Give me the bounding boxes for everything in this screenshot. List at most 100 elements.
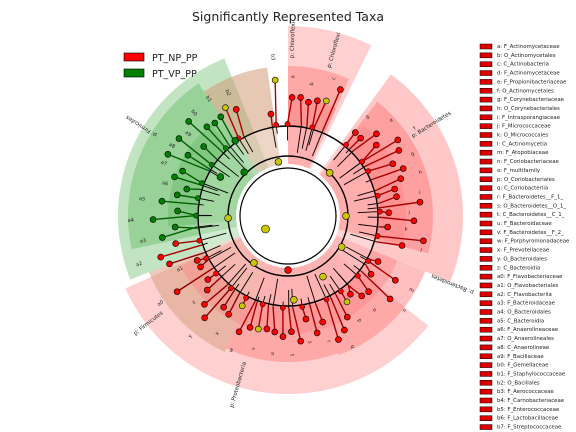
tree-edge: [343, 263, 359, 277]
taxa-key-label: t: C_Bacteroidetes__C_1_: [497, 212, 565, 218]
tree-edge: [365, 149, 400, 167]
taxa-key-swatch: [479, 415, 493, 421]
group-legend: PT_NP_PP PT_VP_PP: [123, 52, 198, 80]
node-letter-label: a6: [161, 180, 169, 187]
tree-edge: [345, 148, 351, 154]
tree-edge: [249, 302, 258, 328]
taxa-key-label: d: F_Actinomycetaceae: [497, 71, 560, 77]
tree-edge: [238, 301, 256, 333]
taxa-key-label: e: F_Propionibacteriaceae: [497, 79, 567, 85]
tree-edge: [199, 232, 227, 242]
tree-edge: [225, 147, 246, 170]
clade-node: [374, 233, 381, 239]
clade-node: [273, 121, 280, 128]
node-letter-label: a5: [139, 196, 146, 203]
tree-edge: [367, 207, 380, 210]
node-letter-label: b2: [224, 89, 232, 97]
leaf-node: [373, 141, 380, 149]
leaf-node: [158, 197, 166, 205]
taxa-key-label: f: O_Actinomycetales: [497, 88, 554, 94]
leaf-node: [384, 223, 391, 231]
taxa-key-label: m: F_Atopobiaceae: [497, 150, 549, 156]
clade-node: [208, 161, 215, 168]
taxa-key-label: b7: F_Streptococcaceae: [497, 425, 562, 431]
tree-edge: [199, 188, 220, 196]
tree-edge: [296, 124, 302, 153]
clade-node: [194, 195, 201, 201]
taxa-key-label: a2: C_Flavobacteriia: [497, 292, 552, 298]
taxa-key-label: b3: F_Aerococcaceae: [497, 389, 555, 395]
root-disc: [236, 164, 340, 268]
leaf-node: [164, 150, 172, 158]
tree-edge: [312, 130, 324, 157]
tree-edges: [153, 80, 424, 342]
node-letter-label: d: [365, 114, 372, 120]
leaf-node: [171, 223, 179, 231]
leaf-node: [347, 290, 354, 298]
tree-edge: [379, 201, 421, 209]
leaf-node: [279, 333, 287, 340]
leaf-node: [367, 270, 375, 278]
node-letter-label: a2: [135, 261, 143, 269]
taxa-key-swatch: [479, 326, 493, 333]
leaf-node: [373, 130, 380, 138]
leaf-node: [271, 76, 279, 84]
node-letter-label: a: [290, 75, 296, 78]
taxa-key-swatch: [479, 229, 493, 236]
leaf-node: [217, 113, 225, 121]
leaf-node: [313, 329, 321, 337]
taxa-key-swatch: [479, 167, 493, 174]
tree-edge: [350, 233, 377, 243]
leaf-node: [174, 207, 181, 215]
taxa-key-swatch: [479, 132, 493, 138]
tree-edge: [254, 277, 265, 302]
tree-edge: [220, 116, 235, 142]
tree-edge: [214, 122, 230, 146]
leaf-node: [343, 298, 351, 306]
taxa-key-swatch: [479, 318, 493, 324]
taxa-key-label: a5: C_Bacteroidia: [497, 318, 544, 324]
leaf-node: [232, 106, 240, 113]
leaf-node: [246, 324, 254, 331]
tree-edge: [357, 211, 380, 214]
tree-edge: [353, 195, 378, 202]
leaf-node: [185, 118, 192, 125]
taxa-key-swatch: [479, 353, 493, 359]
tree-edge: [311, 100, 319, 128]
tree-edge: [211, 164, 230, 178]
tree-edge: [352, 133, 377, 152]
inner-node: [290, 296, 298, 304]
taxa-key-swatch: [479, 291, 493, 298]
clade-node: [374, 192, 381, 199]
tree-edge: [271, 125, 277, 148]
taxa-key-label: b: O_Actinomycetales: [497, 53, 556, 59]
leaf-node: [183, 185, 191, 193]
node-letter-label: m: [408, 287, 415, 295]
clade-node: [365, 258, 372, 264]
leaf-node: [197, 263, 204, 271]
leaf-node: [410, 217, 418, 225]
leaf-node: [391, 185, 398, 193]
tree-edge: [341, 249, 367, 266]
taxa-key-label: a6: F_Anaerolineaceae: [497, 327, 559, 333]
taxa-key-legend: a: F_Actinomycetaceae b: O_Actinomycetale…: [479, 43, 570, 431]
clade-node: [199, 180, 205, 186]
tree-edge: [169, 252, 204, 265]
taxa-key-label: q: C_Coriobacteriia: [497, 186, 548, 192]
node-letter-label: i: [419, 190, 421, 196]
node-letter-label: n: [401, 308, 407, 315]
leaf-node: [297, 94, 304, 101]
tree-edge: [323, 284, 332, 298]
clade-node: [309, 124, 316, 131]
tree-edge: [207, 169, 219, 177]
tree-edge: [333, 144, 347, 161]
leaf-node: [288, 328, 295, 336]
legend-swatch-vp: [123, 68, 145, 78]
leaf-node: [288, 94, 296, 101]
tree-edge: [376, 178, 402, 191]
leaf-node: [314, 97, 321, 105]
taxa-key-swatch: [479, 123, 493, 129]
clade-node: [259, 301, 266, 308]
node-letter-label: b3: [269, 54, 276, 61]
node-letter-label: a4: [128, 218, 134, 224]
